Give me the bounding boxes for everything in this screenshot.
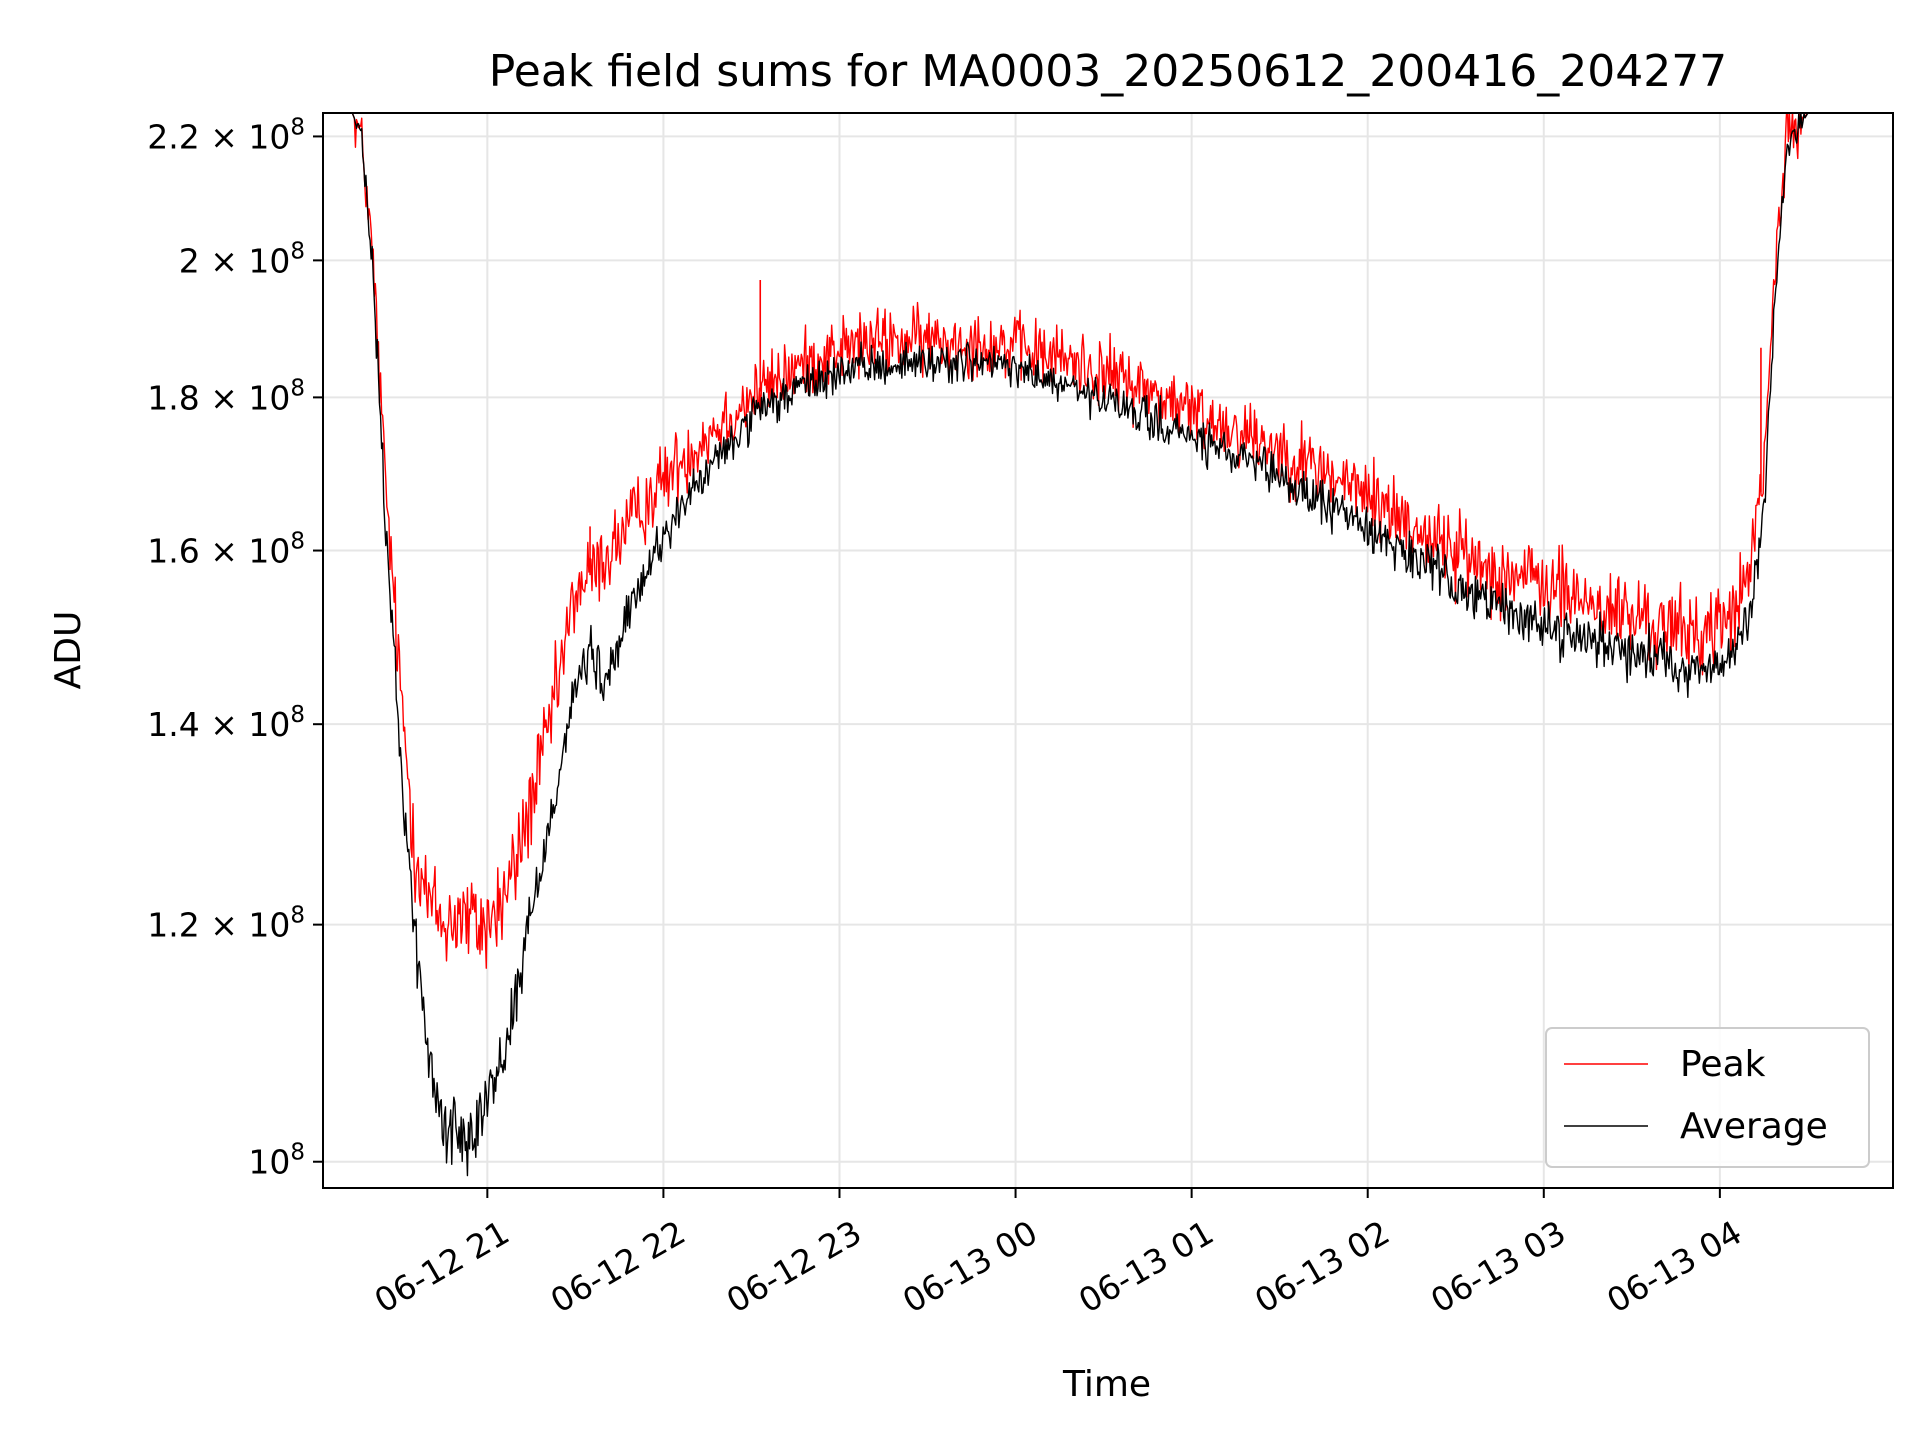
y-tick-label: 108 bbox=[248, 1140, 305, 1182]
legend-box bbox=[1545, 1027, 1870, 1168]
y-axis-label: ADU bbox=[48, 611, 89, 690]
legend-label-peak: Peak bbox=[1680, 1044, 1766, 1085]
y-tick-label: 1.4 × 108 bbox=[147, 702, 305, 744]
y-tick-label: 1.2 × 108 bbox=[147, 903, 305, 945]
legend: Peak Average bbox=[1545, 1027, 1870, 1168]
plot-frame bbox=[322, 112, 1894, 1189]
y-tick-label: 1.8 × 108 bbox=[147, 375, 305, 417]
series-line-average bbox=[323, 113, 1893, 1177]
y-tick-label: 2 × 108 bbox=[179, 238, 305, 280]
legend-label-average: Average bbox=[1680, 1106, 1828, 1147]
x-axis-label: Time bbox=[1062, 1364, 1151, 1405]
y-tick-label: 2.2 × 108 bbox=[147, 114, 305, 156]
grid bbox=[323, 113, 1893, 1188]
plot-series bbox=[323, 113, 1893, 1177]
chart-title: Peak field sums for MA0003_20250612_2004… bbox=[489, 46, 1727, 97]
series-line-peak bbox=[323, 113, 1893, 969]
y-tick-label: 1.6 × 108 bbox=[147, 529, 305, 571]
